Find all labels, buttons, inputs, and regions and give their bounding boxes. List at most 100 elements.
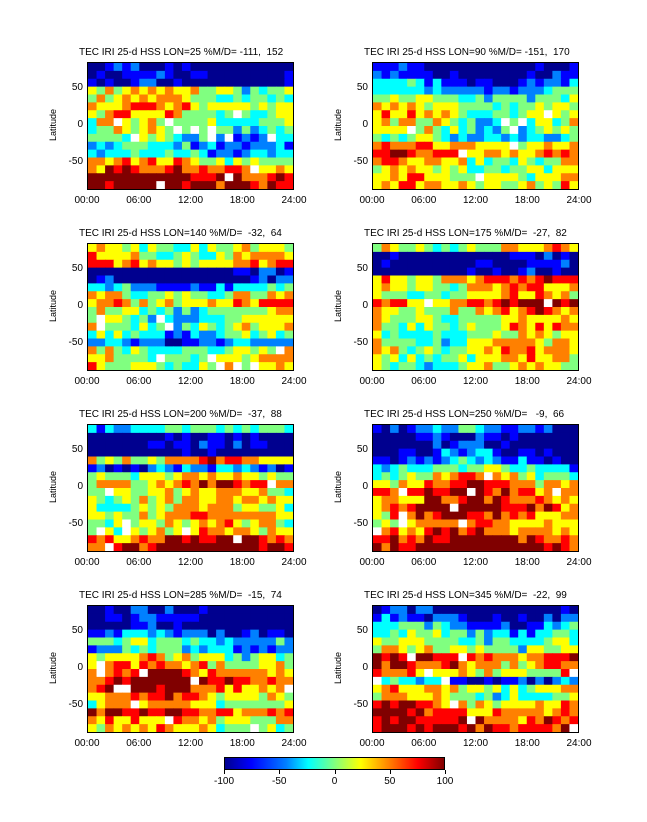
colorbar-tick-mark [445, 770, 446, 774]
heatmap-cell [267, 456, 277, 465]
heatmap-cell [164, 267, 174, 277]
heatmap-cell [466, 102, 476, 111]
heatmap-cell [441, 448, 451, 458]
heatmap-cell [475, 149, 485, 159]
heatmap-cell [173, 299, 183, 308]
heatmap-cell [560, 314, 570, 324]
heatmap-cell [432, 118, 442, 127]
heatmap-cell [449, 102, 459, 111]
heatmap-cell [105, 267, 115, 277]
heatmap-cell [390, 165, 400, 174]
heatmap-cell [569, 362, 578, 370]
y-tick-label: -50 [353, 699, 368, 710]
heatmap-cell [560, 78, 570, 88]
heatmap-cell [492, 259, 502, 269]
heatmap-cell [535, 251, 545, 261]
heatmap-cell [275, 86, 285, 96]
heatmap-cell [233, 621, 243, 631]
heatmap-cell [535, 141, 545, 151]
heatmap-cell [432, 527, 442, 536]
heatmap-cell [518, 78, 528, 88]
heatmap-cell [190, 511, 200, 521]
heatmap-cell [441, 653, 451, 662]
heatmap-cell [241, 684, 251, 694]
heatmap-cell [284, 527, 293, 536]
heatmap-cell [501, 440, 511, 450]
heatmap-cell [492, 118, 502, 127]
heatmap-cell [199, 102, 209, 111]
heatmap-cell [466, 291, 476, 300]
heatmap-cell [441, 267, 451, 277]
heatmap-cell [190, 495, 200, 505]
heatmap-cell [543, 464, 553, 473]
heatmap-cell [139, 94, 149, 103]
heatmap-cell [147, 354, 157, 363]
heatmap-cell [173, 527, 183, 536]
heatmap-cell [199, 708, 209, 717]
heatmap-cell [373, 118, 383, 127]
heatmap-cell [466, 63, 476, 72]
heatmap-cell [432, 299, 442, 308]
heatmap-cell [224, 173, 234, 182]
heatmap-cell [190, 291, 200, 300]
heatmap-cell [122, 362, 132, 370]
heatmap-cell [501, 669, 511, 678]
heatmap-cell [569, 676, 578, 686]
heatmap-cell [275, 464, 285, 473]
heatmap-cell [216, 299, 226, 308]
heatmap-cell [122, 78, 132, 88]
heatmap-cell [466, 684, 476, 694]
heatmap-cell [390, 149, 400, 159]
heatmap-cell [156, 464, 166, 473]
heatmap-cell [156, 519, 166, 528]
heatmap-cell [484, 692, 494, 702]
heatmap-cell [466, 110, 476, 119]
heatmap-cell [501, 684, 511, 694]
heatmap-cell [560, 346, 570, 355]
heatmap-cell [518, 456, 528, 465]
heatmap-cell [96, 102, 106, 111]
heatmap-cell [509, 535, 519, 544]
heatmap-cell [535, 653, 545, 662]
heatmap-cell [398, 126, 408, 135]
heatmap-cell [275, 456, 285, 465]
heatmap-cell [284, 259, 293, 269]
heatmap-cell [122, 716, 132, 725]
heatmap-panel: TEC IRI 25-d HSS LON=140 %M/D= -32, 64 La… [48, 228, 307, 387]
heatmap-cell [407, 613, 417, 623]
heatmap-cell [181, 621, 191, 631]
heatmap-cell [181, 110, 191, 119]
heatmap-cell [415, 110, 425, 119]
heatmap-cell [233, 629, 243, 639]
heatmap-cell [552, 440, 562, 450]
heatmap-cell [560, 535, 570, 544]
heatmap-cell [415, 314, 425, 324]
heatmap-cell [518, 157, 528, 166]
heatmap-cell [284, 684, 293, 694]
heatmap-cell [458, 692, 468, 702]
heatmap-cell [441, 299, 451, 308]
heatmap-cell [241, 440, 251, 450]
heatmap-cell [492, 165, 502, 174]
heatmap-cell [458, 511, 468, 521]
heatmap-cell [441, 535, 451, 544]
heatmap-cell [543, 535, 553, 544]
heatmap-cell [526, 314, 536, 324]
heatmap-cell [173, 63, 183, 72]
heatmap-cell [241, 661, 251, 670]
heatmap-cell [543, 684, 553, 694]
heatmap-cell [139, 314, 149, 324]
heatmap-cell [552, 488, 562, 497]
heatmap-cell [88, 70, 98, 80]
heatmap-cell [241, 322, 251, 332]
heatmap-cell [250, 511, 260, 521]
heatmap-cell [373, 700, 383, 709]
heatmap-cell [398, 700, 408, 709]
heatmap-cell [475, 692, 485, 702]
heatmap-cell [258, 283, 268, 292]
heatmap-cell [449, 157, 459, 166]
heatmap-cell [432, 70, 442, 80]
heatmap-cell [501, 432, 511, 442]
heatmap-cell [207, 181, 217, 189]
heatmap-cell [449, 527, 459, 536]
